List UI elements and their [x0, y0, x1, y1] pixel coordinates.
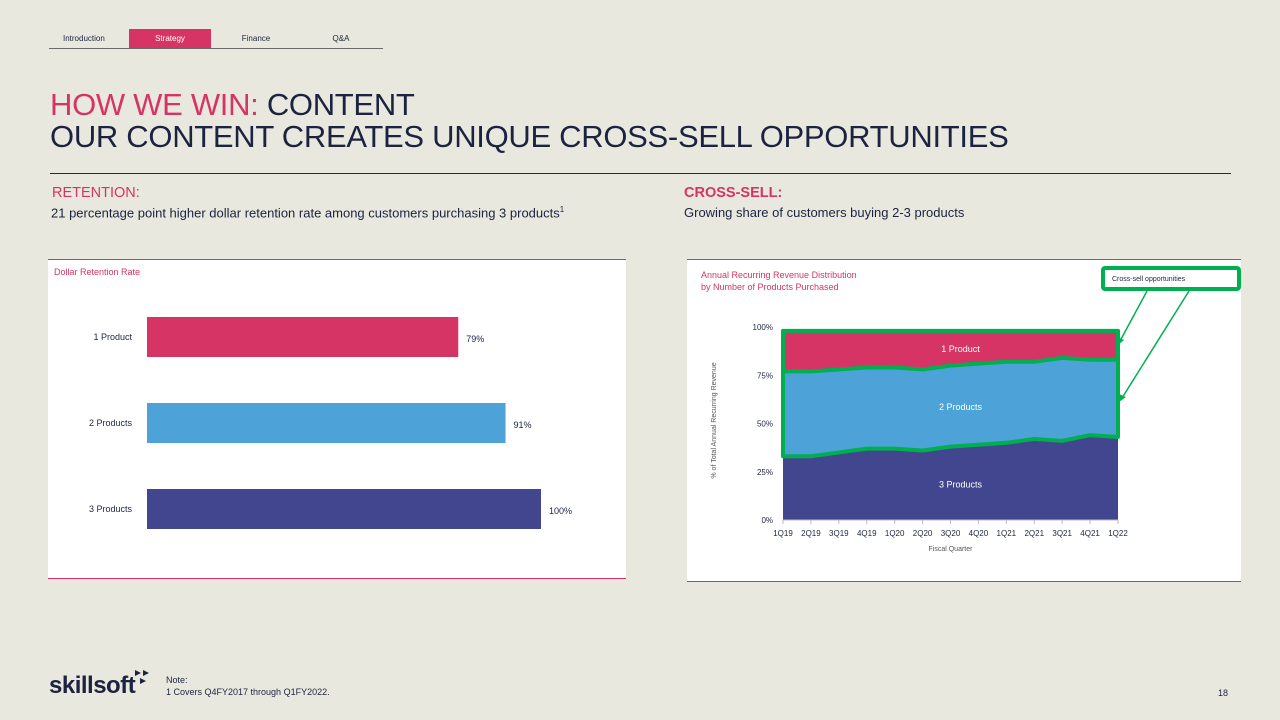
cross-sell-heading: CROSS-SELL:: [684, 185, 783, 201]
bar-value-label: 79%: [466, 334, 484, 344]
bar-2: [147, 403, 506, 443]
page-number: 18: [1218, 688, 1229, 698]
tab-finance[interactable]: Finance: [241, 34, 271, 43]
retention-chart-panel: Dollar Retention Rate 1 Product 79% 2 Prod…: [48, 259, 626, 579]
x-tick-label: 1Q21: [997, 529, 1017, 538]
section-nav: Introduction Strategy Finance Q&A: [49, 29, 383, 49]
y-tick-label: 50%: [757, 420, 773, 429]
cross-sell-highlight-divider: [783, 355, 1118, 374]
bar-value-label: 91%: [514, 420, 532, 430]
x-tick-label: 4Q20: [969, 529, 989, 538]
title-accent: HOW WE WIN:: [50, 87, 259, 122]
callout-box: [1101, 266, 1241, 291]
x-tick-label: 4Q21: [1080, 529, 1100, 538]
y-tick-label: 25%: [757, 468, 773, 477]
x-axis-title: Fiscal Quarter: [929, 546, 974, 553]
arrow-head-icon: [1117, 337, 1124, 345]
cross-sell-highlight-outline: [781, 328, 1120, 459]
area-2-products: [783, 357, 1118, 457]
y-axis-title: % of Total Annual Recurring Revenue: [711, 362, 718, 478]
area-series-label: 1 Product: [941, 344, 980, 354]
bar-chart-title: Dollar Retention Rate: [54, 267, 141, 277]
area-chart-title: Annual Recurring Revenue Distribution by…: [701, 269, 857, 293]
bar-category-label: 1 Product: [93, 332, 132, 342]
bar-1: [147, 317, 459, 357]
x-tick-label: 4Q19: [857, 529, 877, 538]
title-line2: OUR CONTENT CREATES UNIQUE CROSS-SELL OP…: [50, 119, 1009, 154]
arr-chart-panel: Annual Recurring Revenue Distribution by…: [687, 259, 1241, 582]
bar-category-label: 2 Products: [89, 418, 133, 428]
x-tick-label: 2Q19: [801, 529, 821, 538]
title-line1: CONTENT: [258, 87, 415, 122]
bar-chart: 1 Product 79% 2 Products 91% 3 Products 100%: [89, 317, 572, 529]
x-tick-label: 1Q20: [885, 529, 905, 538]
x-tick-label: 2Q21: [1024, 529, 1044, 538]
bar-category-label: 3 Products: [89, 504, 133, 514]
x-tick-label: 2Q20: [913, 529, 933, 538]
area-3-products: [783, 435, 1118, 520]
y-tick-label: 75%: [757, 371, 773, 380]
note-text: 1 Covers Q4FY2017 through Q1FY2022.: [166, 687, 330, 697]
logo-arrows-icon: [135, 670, 149, 684]
callout-arrow-1: [1119, 290, 1148, 342]
tab-strategy[interactable]: Strategy: [129, 29, 211, 48]
retention-subtitle-text: 21 percentage point higher dollar retent…: [51, 205, 560, 221]
bar-3: [147, 489, 541, 529]
note-title: Note:: [166, 675, 188, 685]
page-title: HOW WE WIN: CONTENT OUR CONTENT CREATES …: [50, 87, 1009, 154]
x-tick-label: 3Q19: [829, 529, 849, 538]
callout-text: Cross-sell opportunities: [1112, 276, 1186, 283]
x-tick-label: 1Q19: [773, 529, 793, 538]
area-series-label: 2 Products: [939, 402, 983, 412]
retention-subtitle: 21 percentage point higher dollar retent…: [51, 205, 564, 220]
footnote: Note: 1 Covers Q4FY2017 through Q1FY2022…: [166, 674, 330, 698]
x-tick-label: 3Q21: [1052, 529, 1072, 538]
footnote-marker: 1: [559, 205, 565, 214]
y-tick-label: 0%: [761, 516, 773, 525]
logo-text: skillsoft: [49, 672, 136, 699]
retention-heading: RETENTION:: [52, 185, 140, 201]
y-tick-label: 100%: [753, 323, 773, 332]
area-chart-title-line2: by Number of Products Purchased: [701, 282, 839, 292]
tab-qa[interactable]: Q&A: [332, 34, 350, 43]
tab-introduction[interactable]: Introduction: [63, 34, 105, 43]
area-chart: 3 Products 2 Products 1 Product 0% 25% 50% 75%…: [711, 266, 1241, 553]
x-tick-label: 1Q22: [1108, 529, 1128, 538]
bar-value-label: 100%: [549, 506, 572, 516]
skillsoft-logo: skillsoft: [49, 670, 149, 700]
area-chart-title-line1: Annual Recurring Revenue Distribution: [701, 270, 857, 280]
cross-sell-subtitle: Growing share of customers buying 2-3 pr…: [684, 205, 965, 220]
x-tick-label: 3Q20: [941, 529, 961, 538]
callout-arrow-2: [1121, 290, 1190, 399]
area-series-label: 3 Products: [939, 479, 983, 489]
title-divider: [50, 173, 1231, 174]
arrow-head-icon: [1119, 394, 1126, 402]
